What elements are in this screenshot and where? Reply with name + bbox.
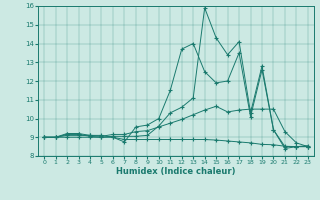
- X-axis label: Humidex (Indice chaleur): Humidex (Indice chaleur): [116, 167, 236, 176]
